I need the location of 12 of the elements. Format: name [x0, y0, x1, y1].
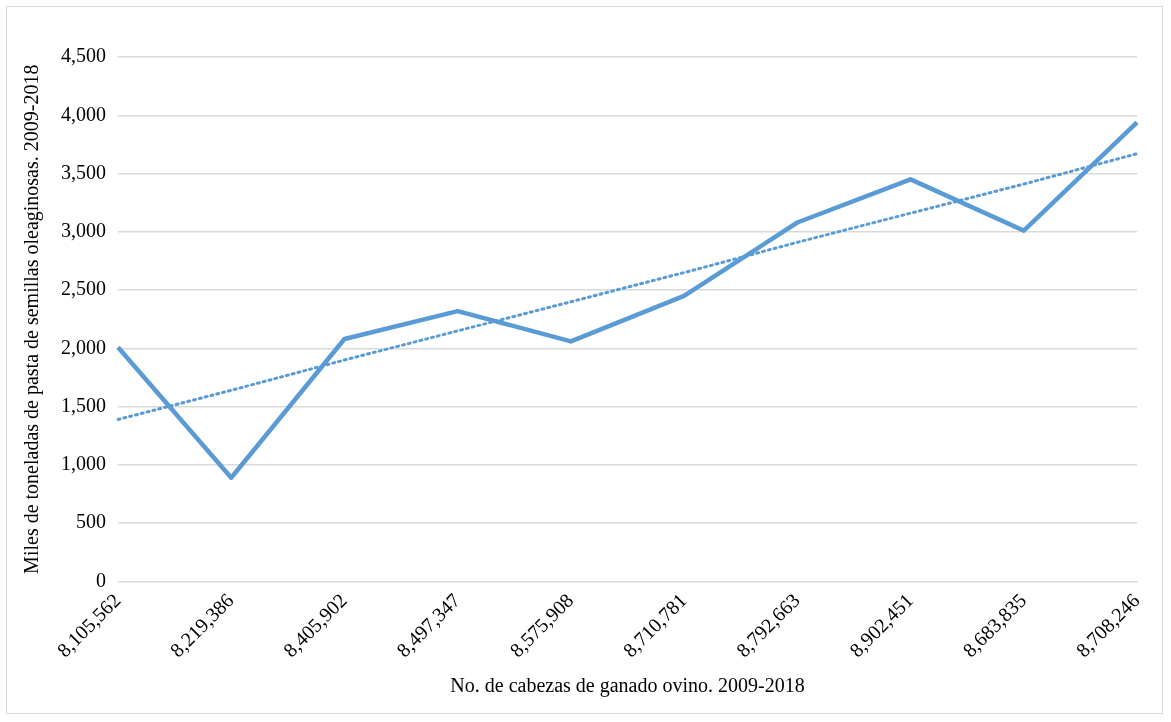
y-tick-label: 500	[76, 510, 106, 533]
y-tick-label: 3,500	[61, 160, 106, 183]
y-tick-label: 2,000	[61, 335, 106, 358]
y-tick-label: 2,500	[61, 277, 106, 300]
y-tick-label: 0	[96, 568, 106, 591]
y-axis-title: Miles de toneladas de pasta de semillas oleaginosas. 2009-2018	[20, 64, 44, 574]
y-tick-label: 1,000	[61, 452, 106, 475]
y-tick-label: 4,000	[61, 102, 106, 125]
x-axis-title: No. de cabezas de ganado ovino. 2009-2018	[450, 674, 805, 698]
y-tick-label: 3,000	[61, 219, 106, 242]
y-tick-label: 4,500	[61, 44, 106, 67]
y-tick-label: 1,500	[61, 393, 106, 416]
